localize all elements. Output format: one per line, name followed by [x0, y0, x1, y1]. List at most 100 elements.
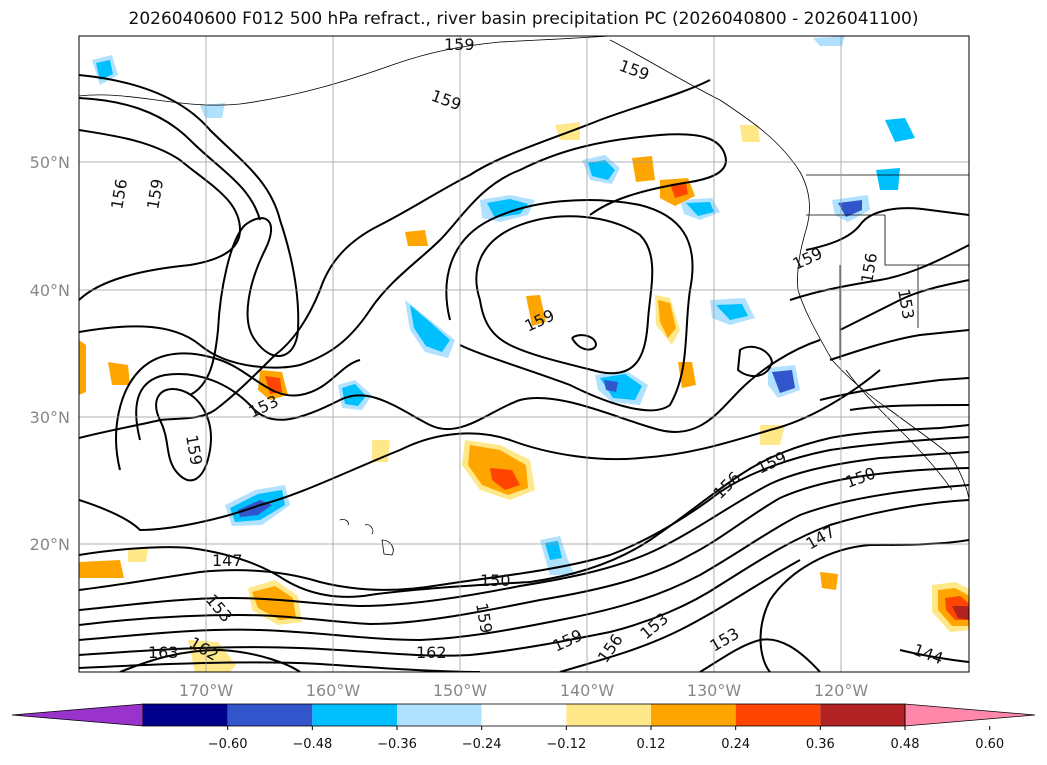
- contour-line: [79, 74, 300, 396]
- lon-axis: 170°W 160°W 150°W 140°W 130°W 120°W: [179, 681, 869, 700]
- colorbar-tick-label: 0.24: [721, 737, 750, 752]
- colorbar-tick-label: 0.36: [806, 737, 835, 752]
- colorbar-segment: [397, 704, 482, 726]
- colorbar-segment: [566, 704, 651, 726]
- contour-line: [849, 404, 969, 411]
- neg-patch: [588, 160, 615, 180]
- pos-patch: [490, 468, 520, 490]
- pos-patch: [405, 230, 428, 246]
- contour-line: [115, 352, 361, 471]
- contour-line: [805, 207, 969, 251]
- border-states: [806, 214, 969, 360]
- neg-patch: [410, 305, 450, 352]
- colorbar-segment: [227, 704, 313, 726]
- contour-line: [819, 377, 969, 401]
- neg-patch: [96, 60, 113, 80]
- lat-tick-50n: 50°N: [30, 153, 70, 172]
- colorbar-extend-low: [11, 703, 144, 727]
- colorbar-tick-label: −0.48: [292, 737, 332, 752]
- colorbar: −0.60 −0.48 −0.36 −0.24 −0.12 0.12 0.24 0.36 0.4…: [11, 703, 1036, 752]
- colorbar-tick-label: 0.12: [637, 737, 666, 752]
- island-hawaii: [339, 519, 394, 556]
- pos-patch: [252, 586, 296, 620]
- map-frame: [78, 35, 970, 673]
- coastline-na-west: [797, 229, 969, 501]
- colorbar-tick-label: −0.24: [462, 737, 502, 752]
- neg-patch: [813, 36, 845, 46]
- contour-line: [559, 559, 801, 672]
- pos-patch: [632, 156, 655, 182]
- lon-tick-140w: 140°W: [560, 681, 615, 700]
- lon-tick-170w: 170°W: [179, 681, 234, 700]
- colorbar-outline: [142, 703, 906, 727]
- contour-label: 162: [416, 643, 447, 662]
- contour-line: [571, 334, 598, 351]
- colorbar-extend-high: [904, 703, 1036, 727]
- pos-patch: [952, 606, 969, 620]
- lat-tick-30n: 30°N: [30, 408, 70, 427]
- lat-axis: 50°N 40°N 30°N 20°N: [30, 153, 70, 554]
- contour-line: [79, 79, 711, 439]
- pos-patch: [79, 340, 86, 395]
- contour-line: [155, 388, 212, 482]
- contour-label: 159: [444, 35, 475, 54]
- contour-lines: [79, 74, 969, 672]
- contour-line: [79, 451, 969, 611]
- map-area: 159 159 156 159 159 153 159 147 150 153 …: [79, 35, 969, 672]
- contour-line: [79, 484, 969, 642]
- shaded-anomalies: [79, 36, 969, 672]
- contour-line: [79, 661, 481, 672]
- pos-patch: [108, 362, 130, 385]
- colorbar-segment: [481, 704, 567, 726]
- contour-line: [475, 215, 654, 375]
- colorbar-tick-label: −0.36: [377, 737, 417, 752]
- colorbar-segment: [143, 704, 228, 726]
- contour-line: [736, 345, 774, 378]
- contour-line: [79, 436, 969, 591]
- colorbar-segment: [312, 704, 397, 726]
- lon-tick-130w: 130°W: [687, 681, 742, 700]
- pos-patch: [740, 125, 760, 142]
- neg-patch: [604, 380, 618, 392]
- lon-tick-150w: 150°W: [433, 681, 488, 700]
- neg-patch: [885, 118, 915, 142]
- coastline-alaska-panhandle: [609, 39, 810, 231]
- pos-patch: [820, 572, 838, 590]
- neg-patch: [838, 200, 862, 217]
- colorbar-tick-label: −0.60: [208, 737, 248, 752]
- neg-patch: [545, 541, 562, 560]
- chart-title: 2026040600 F012 500 hPa refract., river …: [128, 9, 919, 29]
- neg-patch: [876, 168, 900, 190]
- contour-line: [79, 133, 727, 369]
- neg-patch: [772, 370, 795, 393]
- contour-line: [445, 199, 694, 412]
- lon-tick-160w: 160°W: [306, 681, 361, 700]
- neg-patch: [686, 202, 714, 216]
- contour-line: [79, 97, 261, 221]
- contour-line: [899, 649, 969, 663]
- colorbar-tick-label: −0.12: [546, 737, 586, 752]
- colorbar-tick-label: 0.60: [975, 737, 1004, 752]
- contour-label: 163: [148, 643, 179, 662]
- contour-line: [789, 244, 969, 301]
- pos-patch: [526, 295, 546, 326]
- pos-patch: [670, 183, 688, 198]
- colorbar-segment: [820, 704, 905, 726]
- colorbar-segment: [651, 704, 736, 726]
- contour-label: 150: [480, 571, 511, 590]
- contour-line: [839, 279, 969, 331]
- pos-patch: [658, 300, 676, 338]
- neg-patch: [487, 199, 528, 218]
- contour-line: [79, 424, 969, 598]
- colorbar-segment: [735, 704, 821, 726]
- neg-patch: [600, 374, 642, 400]
- contour-line: [79, 369, 881, 532]
- contour-line: [79, 499, 969, 657]
- contour-line: [79, 467, 969, 626]
- neg-patch: [716, 304, 748, 320]
- graticule: [79, 36, 969, 672]
- pos-patch: [79, 560, 124, 578]
- lat-tick-20n: 20°N: [30, 535, 70, 554]
- pos-patch: [128, 548, 148, 562]
